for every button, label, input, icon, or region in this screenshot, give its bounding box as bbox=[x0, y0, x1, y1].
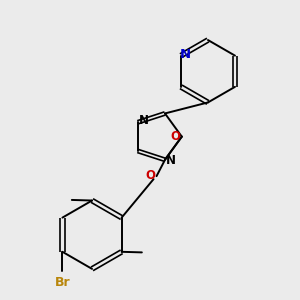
Text: N: N bbox=[179, 48, 191, 61]
Text: Br: Br bbox=[55, 276, 70, 289]
Text: N: N bbox=[139, 114, 149, 127]
Text: O: O bbox=[145, 169, 155, 182]
Text: O: O bbox=[170, 130, 180, 142]
Text: N: N bbox=[166, 154, 176, 167]
